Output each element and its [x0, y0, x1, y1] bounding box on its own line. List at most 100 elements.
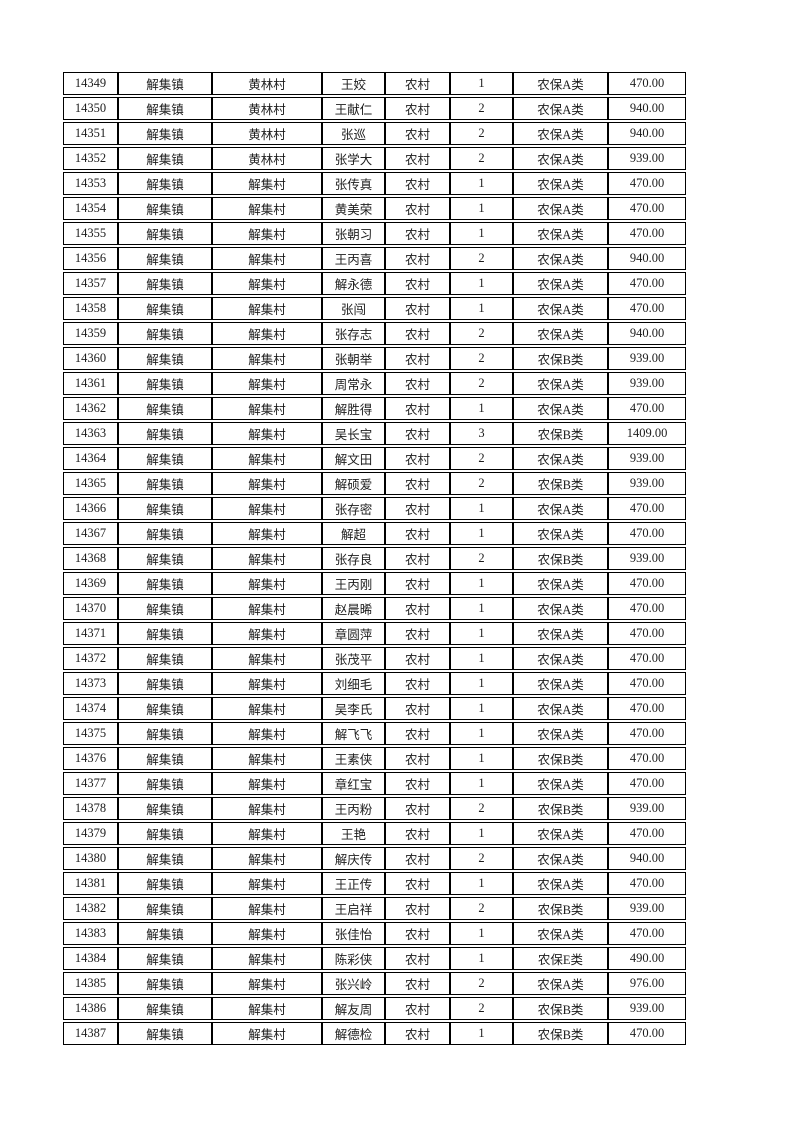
- cell-record-no: 14376: [63, 747, 118, 770]
- cell-insurance-type: 农保A类: [513, 122, 608, 145]
- cell-name: 解硕爱: [322, 472, 385, 495]
- table-row: 14354 解集镇 解集村 黄美荣 农村 1 农保A类 470.00: [63, 197, 686, 220]
- cell-village: 解集村: [212, 297, 322, 320]
- cell-person-count: 1: [450, 622, 513, 645]
- cell-record-no: 14356: [63, 247, 118, 270]
- cell-insurance-type: 农保A类: [513, 222, 608, 245]
- cell-name: 章圆萍: [322, 622, 385, 645]
- cell-village: 解集村: [212, 247, 322, 270]
- cell-amount: 939.00: [608, 997, 686, 1020]
- cell-record-no: 14378: [63, 797, 118, 820]
- cell-record-no: 14369: [63, 572, 118, 595]
- cell-name: 解德检: [322, 1022, 385, 1045]
- cell-record-no: 14382: [63, 897, 118, 920]
- cell-record-no: 14355: [63, 222, 118, 245]
- cell-town: 解集镇: [118, 997, 212, 1020]
- cell-village: 解集村: [212, 922, 322, 945]
- cell-insurance-type: 农保A类: [513, 822, 608, 845]
- cell-town: 解集镇: [118, 922, 212, 945]
- table-row: 14353 解集镇 解集村 张传真 农村 1 农保A类 470.00: [63, 172, 686, 195]
- cell-person-count: 1: [450, 297, 513, 320]
- cell-person-count: 1: [450, 197, 513, 220]
- cell-town: 解集镇: [118, 447, 212, 470]
- cell-town: 解集镇: [118, 822, 212, 845]
- cell-amount: 470.00: [608, 597, 686, 620]
- cell-amount: 940.00: [608, 847, 686, 870]
- cell-record-no: 14357: [63, 272, 118, 295]
- table-row: 14355 解集镇 解集村 张朝习 农村 1 农保A类 470.00: [63, 222, 686, 245]
- cell-town: 解集镇: [118, 247, 212, 270]
- cell-residence-type: 农村: [385, 347, 450, 370]
- cell-name: 解友周: [322, 997, 385, 1020]
- cell-person-count: 1: [450, 72, 513, 95]
- table-row: 14381 解集镇 解集村 王正传 农村 1 农保A类 470.00: [63, 872, 686, 895]
- cell-name: 王启祥: [322, 897, 385, 920]
- cell-town: 解集镇: [118, 322, 212, 345]
- cell-insurance-type: 农保B类: [513, 422, 608, 445]
- cell-amount: 940.00: [608, 97, 686, 120]
- cell-insurance-type: 农保A类: [513, 297, 608, 320]
- table-row: 14359 解集镇 解集村 张存志 农村 2 农保A类 940.00: [63, 322, 686, 345]
- cell-village: 解集村: [212, 522, 322, 545]
- cell-record-no: 14375: [63, 722, 118, 745]
- cell-insurance-type: 农保A类: [513, 522, 608, 545]
- cell-village: 解集村: [212, 772, 322, 795]
- cell-record-no: 14381: [63, 872, 118, 895]
- cell-record-no: 14373: [63, 672, 118, 695]
- cell-residence-type: 农村: [385, 522, 450, 545]
- cell-amount: 939.00: [608, 347, 686, 370]
- cell-amount: 470.00: [608, 297, 686, 320]
- cell-amount: 940.00: [608, 322, 686, 345]
- cell-person-count: 2: [450, 147, 513, 170]
- cell-amount: 470.00: [608, 172, 686, 195]
- cell-record-no: 14387: [63, 1022, 118, 1045]
- cell-town: 解集镇: [118, 397, 212, 420]
- cell-residence-type: 农村: [385, 572, 450, 595]
- cell-village: 解集村: [212, 322, 322, 345]
- table-row: 14350 解集镇 黄林村 王献仁 农村 2 农保A类 940.00: [63, 97, 686, 120]
- cell-person-count: 2: [450, 472, 513, 495]
- cell-amount: 470.00: [608, 772, 686, 795]
- cell-name: 张传真: [322, 172, 385, 195]
- cell-residence-type: 农村: [385, 372, 450, 395]
- cell-residence-type: 农村: [385, 922, 450, 945]
- cell-village: 解集村: [212, 197, 322, 220]
- cell-village: 解集村: [212, 497, 322, 520]
- cell-record-no: 14386: [63, 997, 118, 1020]
- cell-person-count: 1: [450, 922, 513, 945]
- cell-record-no: 14379: [63, 822, 118, 845]
- cell-residence-type: 农村: [385, 172, 450, 195]
- cell-insurance-type: 农保B类: [513, 897, 608, 920]
- cell-village: 解集村: [212, 622, 322, 645]
- cell-name: 张朝举: [322, 347, 385, 370]
- cell-residence-type: 农村: [385, 822, 450, 845]
- cell-person-count: 2: [450, 247, 513, 270]
- cell-insurance-type: 农保B类: [513, 1022, 608, 1045]
- cell-residence-type: 农村: [385, 497, 450, 520]
- cell-person-count: 1: [450, 222, 513, 245]
- cell-town: 解集镇: [118, 872, 212, 895]
- cell-town: 解集镇: [118, 222, 212, 245]
- cell-name: 张巡: [322, 122, 385, 145]
- cell-village: 黄林村: [212, 97, 322, 120]
- cell-record-no: 14353: [63, 172, 118, 195]
- cell-name: 王丙刚: [322, 572, 385, 595]
- table-row: 14375 解集镇 解集村 解飞飞 农村 1 农保A类 470.00: [63, 722, 686, 745]
- cell-residence-type: 农村: [385, 872, 450, 895]
- cell-village: 解集村: [212, 472, 322, 495]
- cell-town: 解集镇: [118, 347, 212, 370]
- cell-name: 刘细毛: [322, 672, 385, 695]
- cell-residence-type: 农村: [385, 772, 450, 795]
- cell-amount: 470.00: [608, 72, 686, 95]
- cell-residence-type: 农村: [385, 322, 450, 345]
- cell-person-count: 3: [450, 422, 513, 445]
- cell-town: 解集镇: [118, 672, 212, 695]
- cell-amount: 470.00: [608, 197, 686, 220]
- cell-village: 解集村: [212, 647, 322, 670]
- cell-town: 解集镇: [118, 772, 212, 795]
- cell-insurance-type: 农保A类: [513, 697, 608, 720]
- cell-name: 张朝习: [322, 222, 385, 245]
- cell-person-count: 1: [450, 572, 513, 595]
- cell-name: 张存良: [322, 547, 385, 570]
- cell-village: 解集村: [212, 447, 322, 470]
